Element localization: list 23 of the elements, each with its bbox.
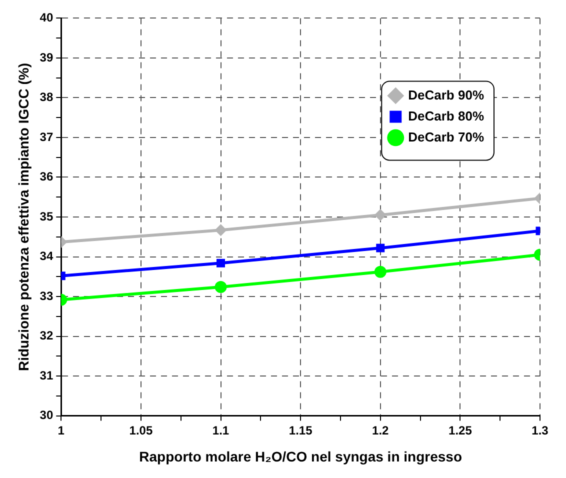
x-tick-label: 1: [58, 423, 65, 438]
y-tick-label: 40: [40, 10, 54, 25]
y-tick-label: 32: [40, 328, 54, 343]
legend-label: DeCarb 90%: [408, 87, 484, 102]
x-tick-label: 1.25: [448, 423, 472, 438]
y-tick-label: 37: [40, 130, 54, 144]
x-tick-label: 1.2: [372, 423, 390, 438]
legend-label: DeCarb 80%: [408, 108, 484, 124]
x-tick-label: 1.3: [532, 423, 549, 438]
y-tick-label: 39: [40, 50, 54, 64]
x-tick-label: 1.1: [212, 423, 230, 438]
x-tick-label: 1.15: [288, 423, 313, 438]
y-tick-label: 38: [40, 90, 54, 104]
y-axis-title: Riduzione potenza effettiva impianto IGCC (%): [15, 62, 32, 372]
y-tick-label: 35: [40, 209, 54, 224]
y-tick-label: 30: [40, 408, 54, 422]
y-tick-label: 33: [40, 288, 54, 303]
x-axis-title: Rapporto molare H₂O/CO nel syngas in ingresso: [139, 448, 462, 464]
x-tick-label: 1.05: [129, 423, 153, 438]
y-tick-label: 34: [40, 249, 54, 264]
legend-label: DeCarb 70%: [408, 129, 484, 144]
y-tick-label: 31: [40, 368, 54, 382]
y-tick-label: 36: [40, 170, 54, 184]
